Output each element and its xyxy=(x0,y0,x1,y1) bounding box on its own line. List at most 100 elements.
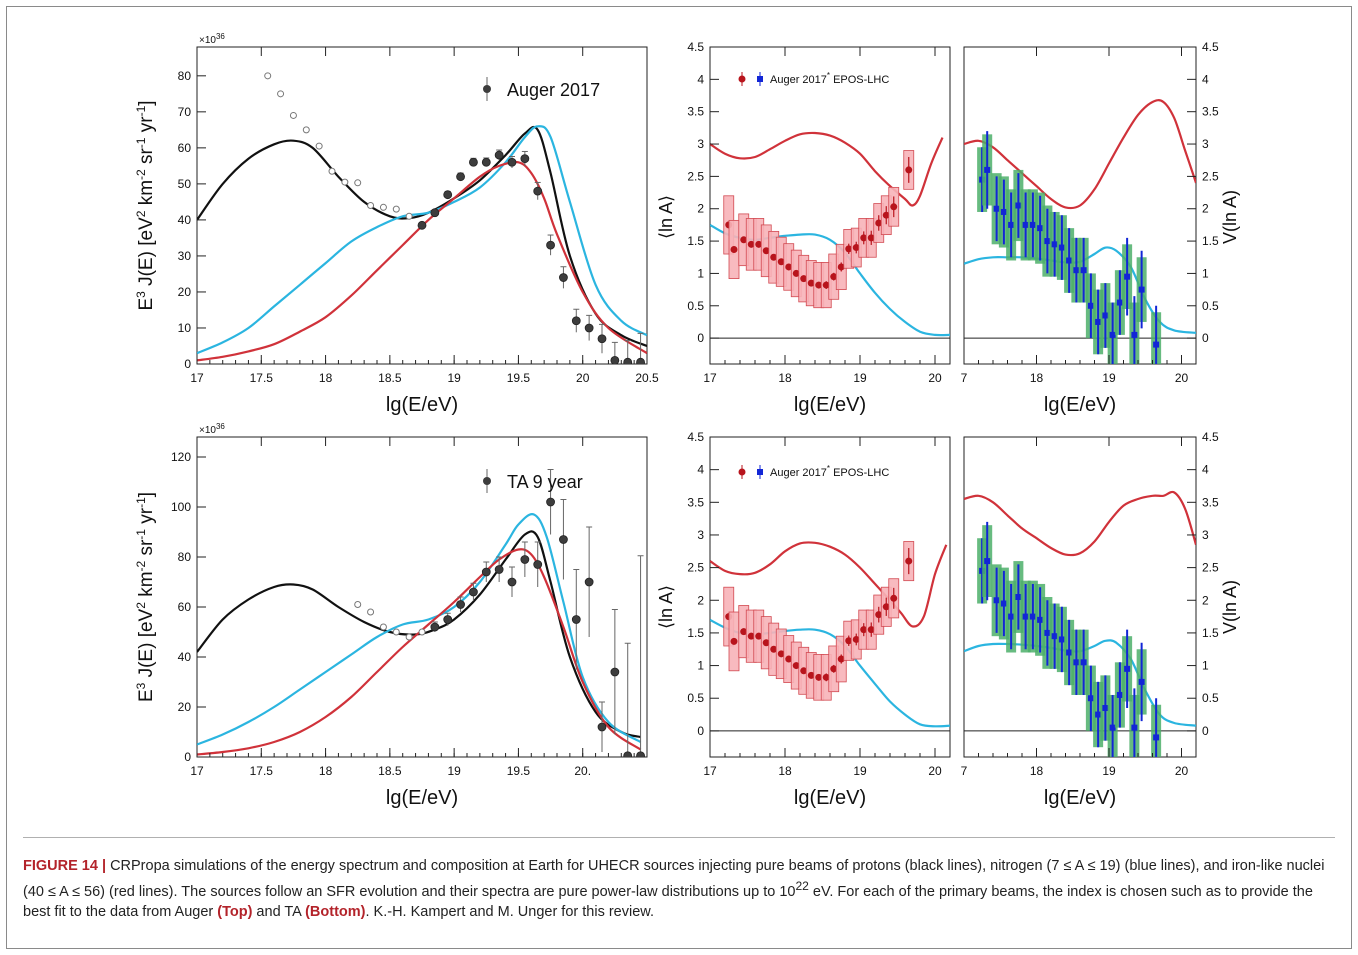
plot-area xyxy=(964,490,1196,757)
x-tick-label: 18 xyxy=(778,764,792,778)
data-point xyxy=(993,205,1000,212)
y-label-part: -1 xyxy=(134,497,148,508)
y-tick-label: 3.5 xyxy=(1202,495,1219,509)
y-tick-label: 4.5 xyxy=(687,40,704,54)
y-tick-label: 4.5 xyxy=(687,430,704,444)
x-tick-label: 19 xyxy=(1102,764,1116,778)
data-point xyxy=(777,258,785,266)
figure-frame: 17 17.5 18 18.5 19 19.5 20 20.5 0 10 20 30 40 50 60 70 8… xyxy=(6,6,1352,949)
data-point xyxy=(740,236,748,244)
x-tick-label: 17 xyxy=(703,371,717,385)
data-point xyxy=(507,157,517,167)
data-point xyxy=(867,626,875,634)
y-tick-label: 1 xyxy=(697,266,704,280)
y-tick-label: 0.5 xyxy=(687,691,704,705)
data-point xyxy=(905,166,913,174)
x-tick-label: 20 xyxy=(928,371,942,385)
model-curve-iron xyxy=(710,131,944,207)
data-point xyxy=(1138,678,1145,685)
figure-svg: 17 17.5 18 18.5 19 19.5 20 20.50102030405060708… xyxy=(134,32,1240,809)
y-label-part: -2 xyxy=(134,169,148,180)
data-point xyxy=(1058,636,1065,643)
y-tick-label: 0.5 xyxy=(687,299,704,313)
legend-label: Auger 2017* EPOS-LHC xyxy=(770,464,889,479)
data-point xyxy=(1116,691,1123,698)
y-tick-label: 1 xyxy=(1202,659,1209,673)
legend-dataset: Auger 2017 xyxy=(770,467,827,479)
data-point xyxy=(984,558,991,565)
figure-panels: 17 17.5 18 18.5 19 19.5 20 20.5 0 10 20 30 40 50 60 70 8… xyxy=(7,7,1353,827)
legend-marker-blue xyxy=(757,76,763,82)
data-point-open xyxy=(354,601,362,608)
y-axis-label: ⟨ln A⟩ xyxy=(656,585,676,629)
data-point-open xyxy=(418,628,426,636)
panel-var-auger: 7 18 19 20 0 0.5 1 1.5 2 2.5 3 3.5 4 4.5 lg(E/eV) V(ln … xyxy=(961,40,1240,416)
data-point xyxy=(559,273,568,282)
data-point xyxy=(1116,299,1123,306)
data-point xyxy=(792,269,800,277)
y-scale-label: ×1036 xyxy=(199,422,225,436)
y-tick-label: 4 xyxy=(697,72,704,86)
x-tick-label: 19.5 xyxy=(507,371,531,385)
legend-star: * xyxy=(827,464,830,473)
y-axis-label: E3 J(E) [eV2 km-2 sr-1 yr-1] xyxy=(134,100,157,310)
caption-text-2: eV. For each of the primary beams, the i… xyxy=(23,883,1313,920)
y-tick-label: 1 xyxy=(697,659,704,673)
plot-frame xyxy=(196,46,648,365)
plot-area xyxy=(197,72,647,364)
x-tick-label: 18.5 xyxy=(378,764,402,778)
data-point xyxy=(875,611,883,619)
data-point xyxy=(456,172,465,182)
legend-model: EPOS-LHC xyxy=(830,74,889,86)
y-label-part: J(E) [eV xyxy=(136,608,157,682)
data-point xyxy=(1124,665,1131,672)
legend-dataset: Auger 2017 xyxy=(770,74,827,86)
data-point xyxy=(837,655,845,663)
y-tick-label: 1.5 xyxy=(1202,234,1219,248)
data-point xyxy=(860,234,868,242)
x-tick-label: 19 xyxy=(853,764,867,778)
data-point xyxy=(747,632,755,640)
panel-lnA-ta: 17 18 19 20 0 0.5 1 1.5 2 2.5 3 3.5 4 4.5 lg(E/eV) ⟨ln … xyxy=(656,430,951,809)
legend-label: Auger 2017 xyxy=(507,80,600,100)
plot-area xyxy=(710,131,950,339)
data-point xyxy=(852,635,860,643)
y-tick-label: 3.5 xyxy=(687,495,704,509)
data-point xyxy=(815,281,823,289)
caption-top: (Top) xyxy=(217,903,253,920)
data-point xyxy=(443,615,453,624)
y-tick-label: 2 xyxy=(1202,202,1209,216)
data-point xyxy=(559,535,568,544)
y-tick-label: 4.5 xyxy=(1202,40,1219,54)
y-tick-label: 3 xyxy=(1202,528,1209,542)
data-point xyxy=(1051,241,1058,248)
data-point xyxy=(546,240,555,250)
y-tick-label: 2.5 xyxy=(1202,561,1219,575)
data-point xyxy=(905,557,913,565)
x-axis-label: lg(E/eV) xyxy=(386,394,458,416)
data-point xyxy=(520,154,530,164)
data-point-open xyxy=(328,167,336,175)
data-point xyxy=(1153,734,1160,741)
x-tick-label: 19 xyxy=(447,371,461,385)
scale-exp: 36 xyxy=(216,422,225,431)
y-label-part: 2 xyxy=(134,602,148,609)
y-label-part: sr xyxy=(136,148,157,170)
data-point xyxy=(1109,331,1116,338)
data-point-open xyxy=(392,205,400,213)
y-tick-label: 0 xyxy=(1202,724,1209,738)
y-tick-label: 0 xyxy=(184,750,191,764)
data-point xyxy=(979,176,986,183)
plot-area xyxy=(710,541,950,732)
data-point xyxy=(1015,594,1022,600)
x-tick-label: 18 xyxy=(1030,764,1044,778)
data-point xyxy=(890,594,898,602)
y-tick-label: 2.5 xyxy=(1202,169,1219,183)
data-point xyxy=(1138,286,1145,293)
legend-label: TA 9 year xyxy=(507,472,583,492)
data-point xyxy=(571,316,581,326)
model-curve-iron xyxy=(197,548,642,756)
data-point xyxy=(584,577,594,587)
data-point xyxy=(867,234,875,242)
y-label-part: 2 xyxy=(134,210,148,217)
